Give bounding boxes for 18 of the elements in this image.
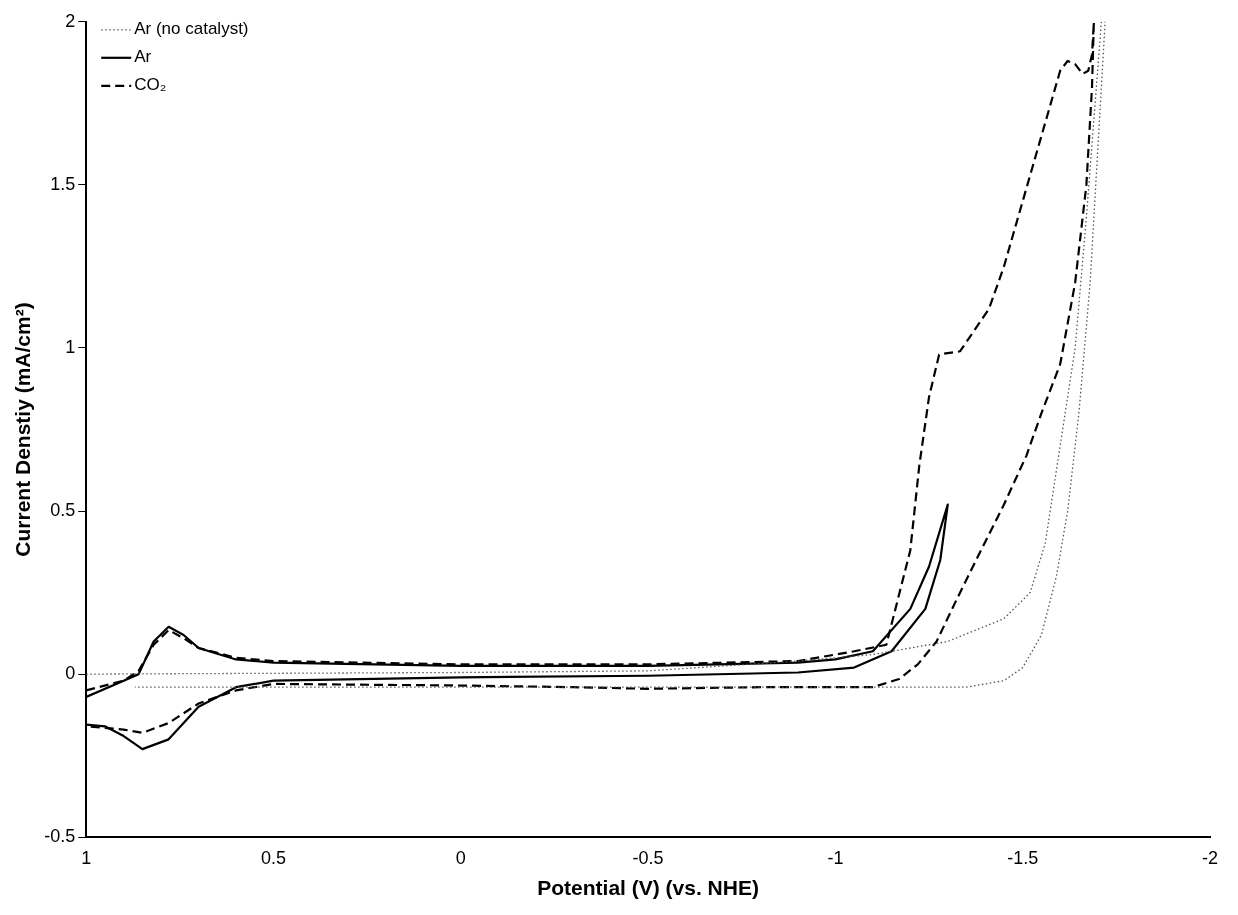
y-tick-label: 2 [65,10,76,31]
y-axis-title: Current Denstiy (mA/cm²) [11,302,35,557]
x-tick-label: 1 [81,847,92,868]
legend-label: Ar (no catalyst) [134,19,249,39]
x-axis-title: Potential (V) (vs. NHE) [537,876,759,900]
y-tick-label: 1.5 [50,173,76,194]
y-tick-label: 0.5 [50,500,76,521]
x-tick-label: 0 [455,847,466,868]
x-tick-label: -1 [827,847,844,868]
legend-label: Ar [134,47,152,67]
x-tick-label: -0.5 [632,847,664,868]
x-tick-label: -1.5 [1007,847,1039,868]
x-tick-label: 0.5 [261,847,287,868]
y-tick-label: 0 [65,663,76,684]
y-tick-label: -0.5 [44,826,76,847]
y-tick-label: 1 [65,336,76,357]
x-tick-label: -2 [1201,847,1219,868]
legend-label: CO₂ [134,75,167,95]
